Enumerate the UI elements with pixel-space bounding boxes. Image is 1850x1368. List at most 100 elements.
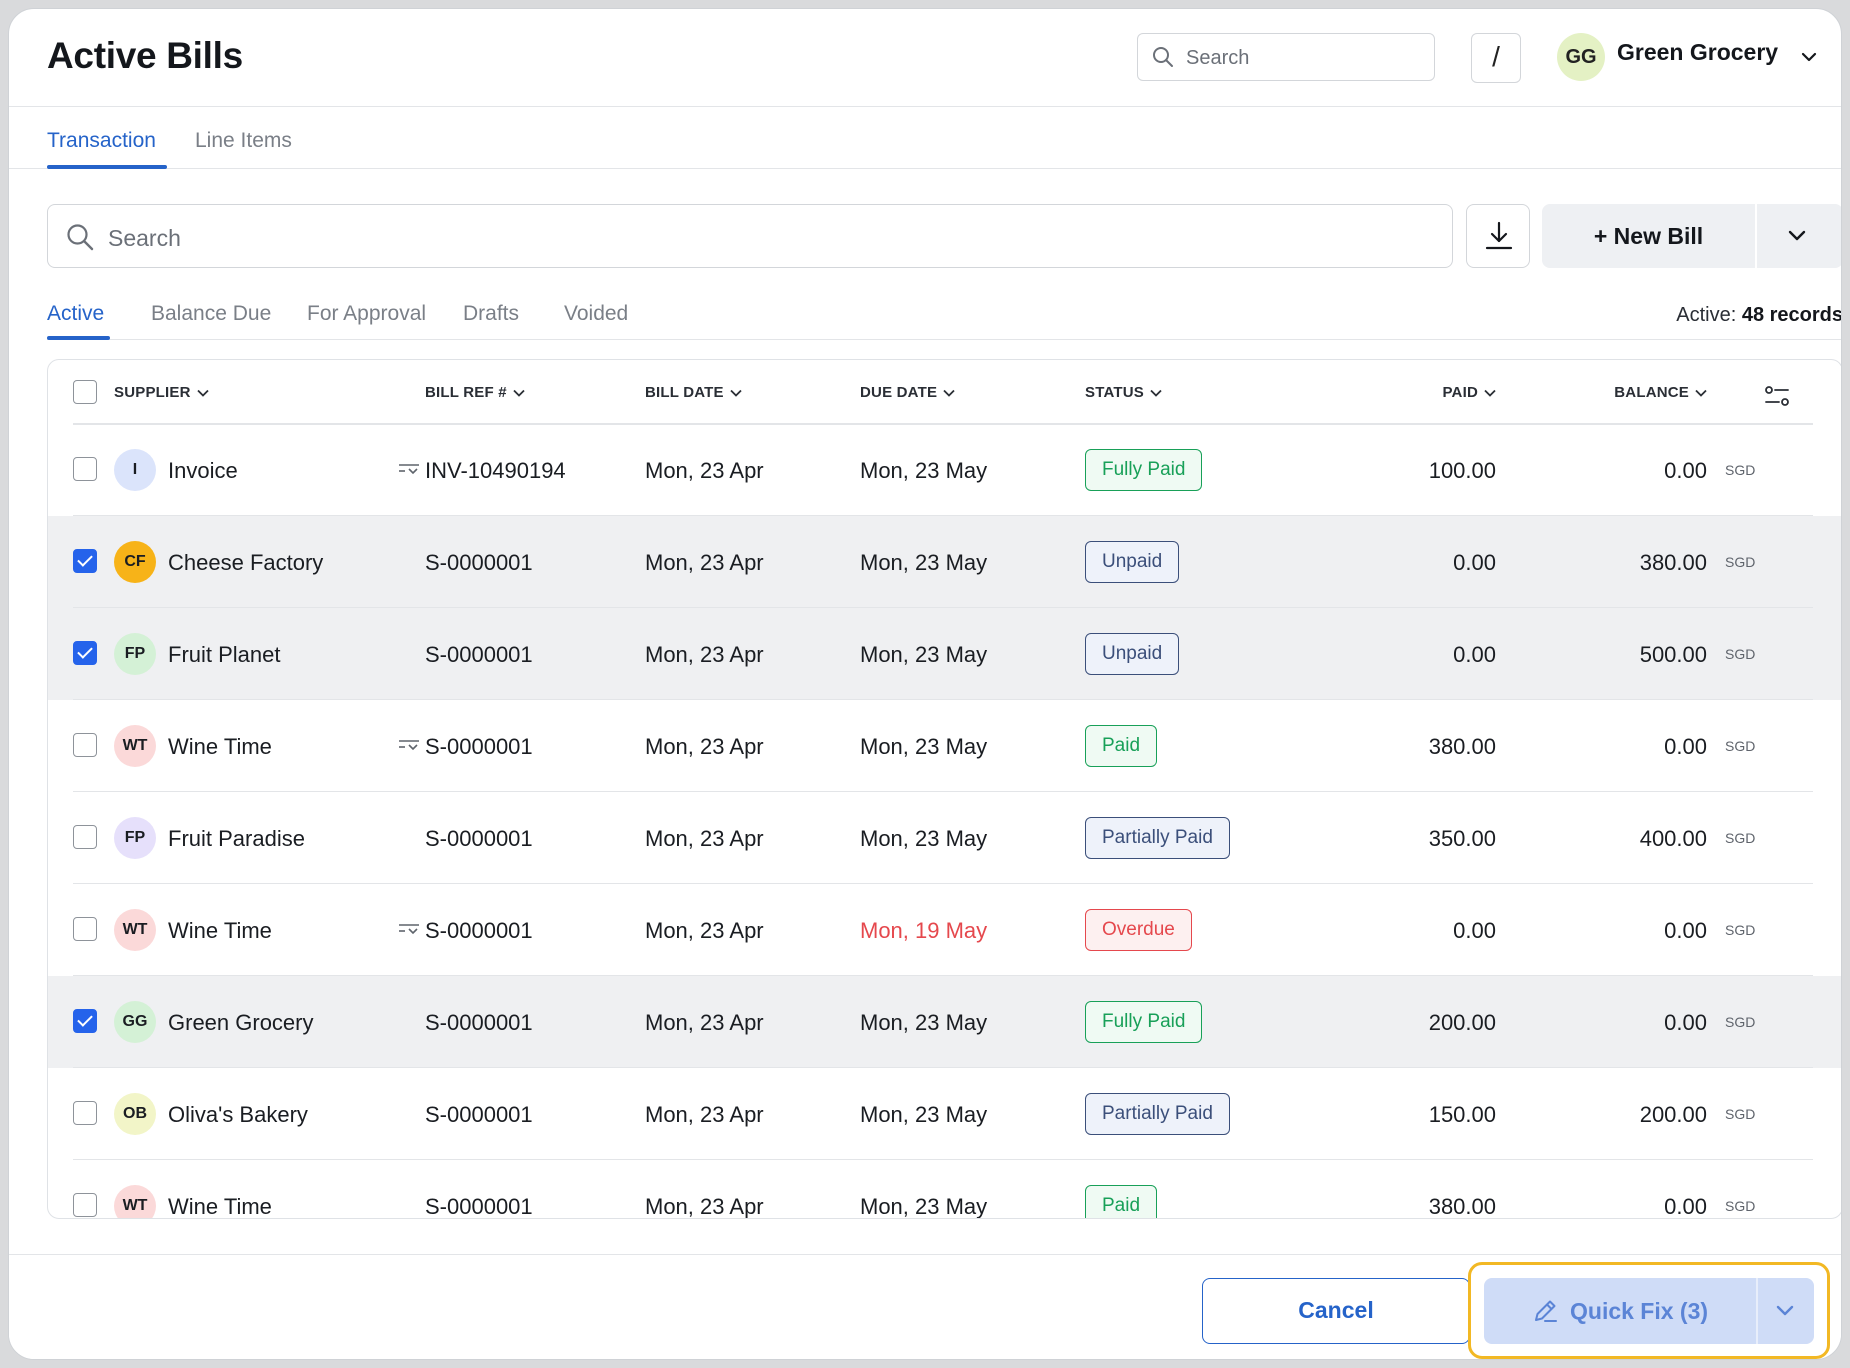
quick-fix-label: Quick Fix (3) [1570,1298,1709,1324]
balance-amount: 0.00 [1664,734,1707,759]
balance-amount: 380.00 [1639,550,1707,575]
bill-date: Mon, 23 Apr [645,1102,764,1127]
bill-date: Mon, 23 Apr [645,550,764,575]
record-count-value: 48 records [1741,304,1842,326]
supplier-avatar: I [114,449,156,491]
bill-ref[interactable]: S-0000001 [425,550,533,575]
download-button[interactable] [1466,204,1530,268]
column-header-status[interactable]: STATUS [1085,384,1162,401]
row-checkbox[interactable] [73,549,97,573]
new-bill-button[interactable]: + New Bill [1593,223,1704,249]
row-checkbox[interactable] [73,457,97,481]
new-bill-dropdown-button[interactable] [1757,204,1841,268]
record-count-prefix: Active: [1676,304,1737,326]
bill-ref[interactable]: S-0000001 [425,1194,533,1219]
column-header-label: PAID [1442,384,1478,401]
tab-for-approval[interactable]: For Approval [307,302,427,325]
page-header: Active Bills Search / GG Green Grocery [9,9,1841,107]
org-switcher-name[interactable]: Green Grocery [1617,39,1779,65]
column-header-label: SUPPLIER [114,384,191,401]
app-window: Active Bills Search / GG Green Grocery T… [8,8,1842,1360]
cancel-button[interactable]: Cancel [1202,1278,1470,1344]
active-tab-indicator [47,165,167,169]
status-badge: Partially Paid [1085,1093,1230,1135]
bill-ref[interactable]: S-0000001 [425,1010,533,1035]
column-settings-icon[interactable] [1764,384,1790,413]
column-header-label: BILL REF # [425,384,507,401]
org-avatar[interactable]: GG [1557,33,1605,81]
row-checkbox[interactable] [73,1009,97,1033]
table-row[interactable]: WT Wine Time S-0000001 Mon, 23 Apr Mon, 23 M… [48,1160,1841,1219]
paid-amount: 0.00 [1453,918,1496,943]
row-checkbox[interactable] [73,733,97,757]
table-row[interactable]: WT Wine Time S-0000001 Mon, 23 Apr Mon, 19 M… [48,884,1841,976]
bills-search-input[interactable]: Search [47,204,1453,268]
column-header-bill-ref[interactable]: BILL REF # [425,384,525,401]
chevron-down-icon [730,389,742,397]
supplier-name[interactable]: Green Grocery [168,1010,314,1035]
quick-fix-button[interactable]: Quick Fix (3) [1484,1278,1756,1344]
column-header-bill-date[interactable]: BILL DATE [645,384,742,401]
quick-fix-dropdown-button[interactable] [1758,1278,1814,1344]
currency-code: SGD [1725,830,1756,846]
bill-ref[interactable]: S-0000001 [425,826,533,851]
column-header-balance[interactable]: BALANCE [1614,384,1707,401]
tab-voided[interactable]: Voided [564,302,629,325]
column-header-supplier[interactable]: SUPPLIER [114,384,209,401]
header-divider [73,423,1813,425]
bill-date: Mon, 23 Apr [645,734,764,759]
status-badge: Overdue [1085,909,1192,951]
column-header-due-date[interactable]: DUE DATE [860,384,955,401]
table-row[interactable]: WT Wine Time S-0000001 Mon, 23 Apr Mon, 23 M… [48,700,1841,792]
supplier-name[interactable]: Fruit Planet [168,642,281,667]
paid-amount: 150.00 [1428,1102,1496,1127]
supplier-name[interactable]: Wine Time [168,1194,272,1219]
download-icon [1485,221,1513,250]
row-checkbox[interactable] [73,825,97,849]
row-checkbox[interactable] [73,641,97,665]
bill-ref[interactable]: S-0000001 [425,734,533,759]
chevron-down-icon [1788,230,1806,241]
supplier-name[interactable]: Wine Time [168,918,272,943]
row-checkbox[interactable] [73,917,97,941]
table-row[interactable]: FP Fruit Paradise S-0000001 Mon, 23 Apr Mon,… [48,792,1841,884]
bill-date: Mon, 23 Apr [645,826,764,851]
due-date: Mon, 23 May [860,458,988,483]
supplier-name[interactable]: Cheese Factory [168,550,324,575]
select-all-checkbox[interactable] [73,380,97,404]
recurring-icon [398,738,420,757]
row-divider [73,1066,1813,1068]
row-checkbox[interactable] [73,1101,97,1125]
table-row[interactable]: I Invoice INV-10490194 Mon, 23 Apr Mon, 23 M… [48,424,1841,516]
bill-date: Mon, 23 Apr [645,458,764,483]
recurring-icon [398,922,420,941]
table-row[interactable]: GG Green Grocery S-0000001 Mon, 23 Apr Mon, … [48,976,1841,1068]
supplier-name[interactable]: Fruit Paradise [168,826,305,851]
supplier-name[interactable]: Invoice [168,458,238,483]
paid-amount: 0.00 [1453,642,1496,667]
global-search-input[interactable]: Search [1137,33,1435,81]
bill-date: Mon, 23 Apr [645,1194,764,1219]
supplier-name[interactable]: Wine Time [168,734,272,759]
chevron-down-icon[interactable] [1801,49,1817,67]
tab-line-items[interactable]: Line Items [195,129,292,152]
bill-date: Mon, 23 Apr [645,642,764,667]
status-tabs: Active Balance Due For Approval Drafts V… [47,294,1842,340]
bill-ref[interactable]: S-0000001 [425,918,533,943]
table-row[interactable]: FP Fruit Planet S-0000001 Mon, 23 Apr Mon, 2… [48,608,1841,700]
bill-ref[interactable]: INV-10490194 [425,458,566,483]
bill-ref[interactable]: S-0000001 [425,642,533,667]
column-header-paid[interactable]: PAID [1442,384,1496,401]
tab-balance-due[interactable]: Balance Due [151,302,272,325]
tab-drafts[interactable]: Drafts [463,302,520,325]
tab-active[interactable]: Active [47,302,105,325]
bill-ref[interactable]: S-0000001 [425,1102,533,1127]
supplier-name[interactable]: Oliva's Bakery [168,1102,308,1127]
tab-transaction[interactable]: Transaction [47,129,156,152]
table-row[interactable]: CF Cheese Factory S-0000001 Mon, 23 Apr Mon,… [48,516,1841,608]
table-row[interactable]: OB Oliva's Bakery S-0000001 Mon, 23 Apr Mon,… [48,1068,1841,1160]
status-badge: Fully Paid [1085,1001,1203,1043]
row-checkbox[interactable] [73,1193,97,1217]
supplier-avatar: FP [114,633,156,675]
shortcut-button[interactable]: / [1471,33,1521,83]
